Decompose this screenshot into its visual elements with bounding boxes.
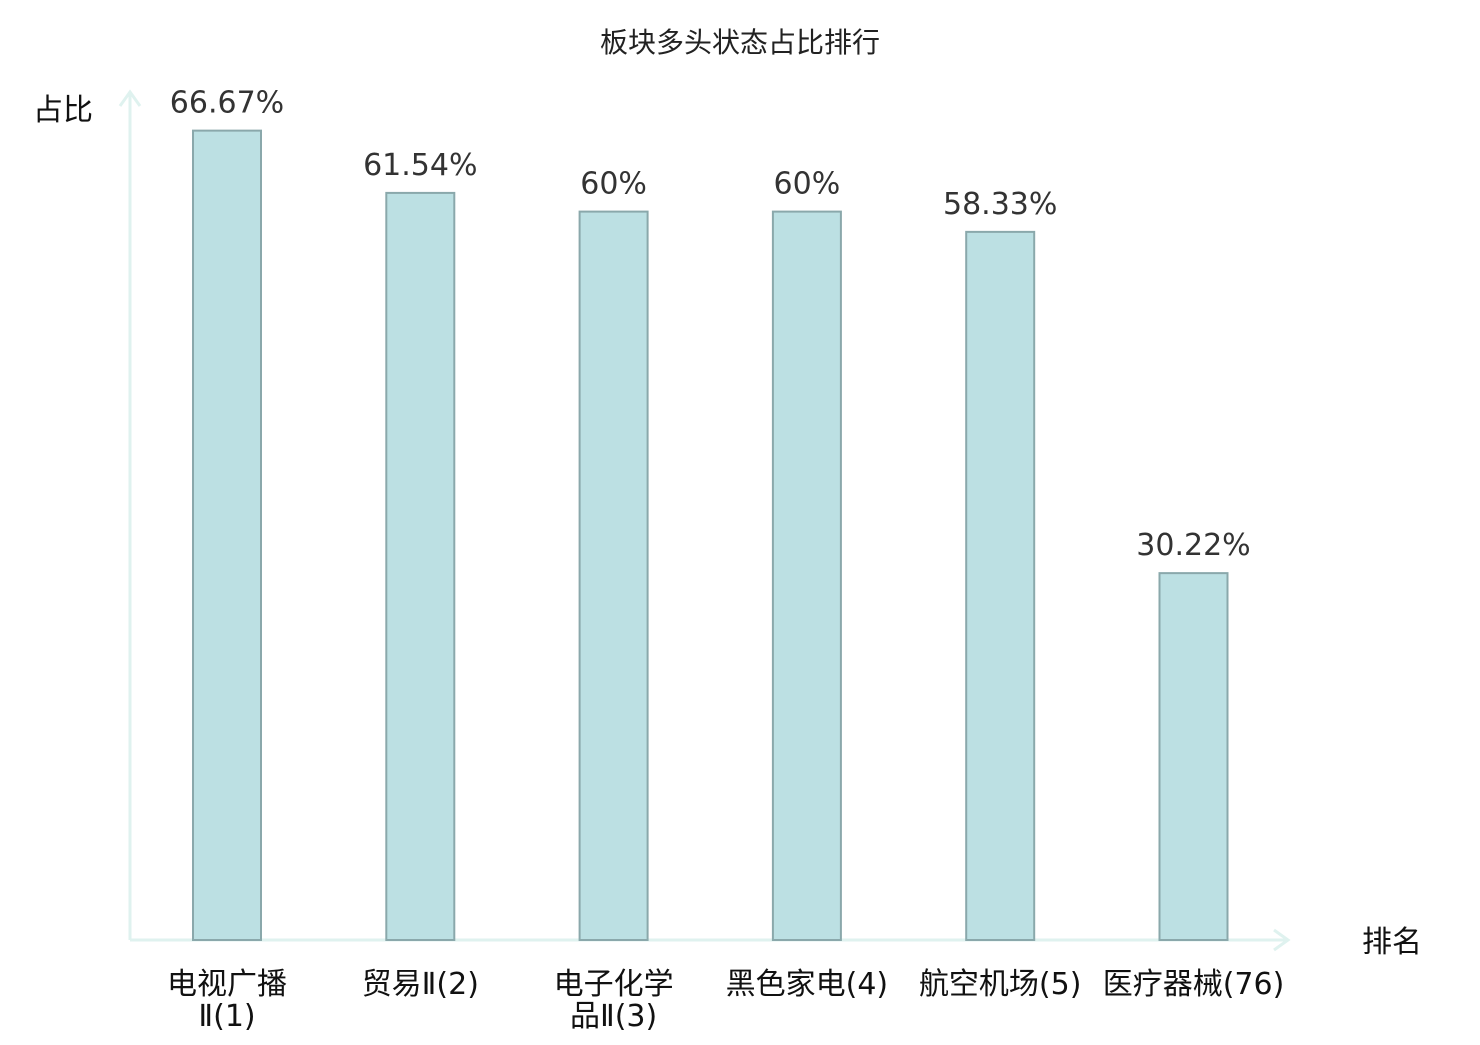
bars-group [192, 129, 1229, 942]
category-label-line: 黑色家电(4) [726, 967, 889, 1002]
category-label-line: 贸易Ⅱ(2) [362, 967, 479, 1002]
bar [771, 210, 842, 942]
category-labels-group: 电视广播 Ⅱ(1) 贸易Ⅱ(2) 电子化学品Ⅱ(3) 黑色家电(4) 航空机场(5) 医疗器… [167, 967, 1284, 1034]
x-axis-arrow-icon [1273, 928, 1291, 952]
y-axis-arrow-icon [118, 89, 142, 107]
chart-title: 板块多头状态占比排行 [600, 26, 880, 59]
category-label-line: 品Ⅱ(3) [570, 999, 657, 1034]
category-label: 医疗器械(76) [1103, 967, 1285, 1002]
value-label: 61.54% [363, 148, 477, 183]
category-label: 电视广播 Ⅱ(1) [167, 967, 287, 1034]
value-labels-group: 66.67% 61.54% 60% 60% 58.33% 30.22% [170, 86, 1251, 564]
value-label: 58.33% [943, 187, 1057, 222]
bar [578, 210, 649, 942]
category-label-line: 航空机场(5) [919, 967, 1082, 1002]
value-label: 66.67% [170, 86, 284, 121]
category-label: 黑色家电(4) [726, 967, 889, 1002]
bar [385, 191, 456, 941]
category-label: 贸易Ⅱ(2) [362, 967, 479, 1002]
x-axis-label: 排名 [1362, 925, 1422, 960]
bar [192, 129, 262, 941]
category-label: 航空机场(5) [919, 967, 1082, 1002]
category-label-line: 电视广播 [167, 967, 287, 1002]
value-label: 60% [580, 167, 647, 202]
category-label-line: Ⅱ(1) [198, 999, 255, 1034]
category-label-line: 医疗器械(76) [1103, 967, 1285, 1002]
value-label: 30.22% [1136, 528, 1250, 563]
y-axis-label: 占比 [33, 93, 93, 128]
bar [965, 230, 1036, 942]
category-label-line: 电子化学 [554, 967, 674, 1002]
axes [118, 89, 1291, 952]
category-label: 电子化学品Ⅱ(3) [554, 967, 674, 1034]
bar [1158, 572, 1229, 941]
value-label: 60% [774, 167, 841, 202]
